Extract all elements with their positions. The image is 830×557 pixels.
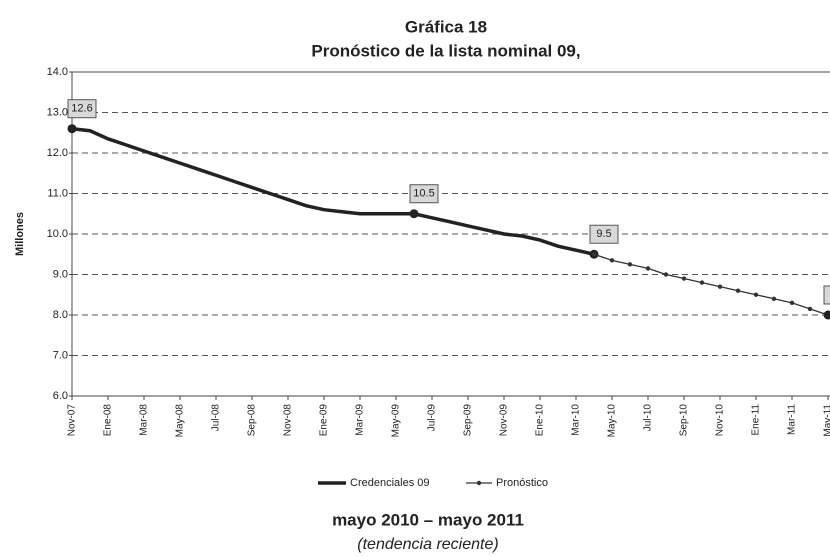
- point-highlight: [67, 124, 77, 134]
- x-tick-label: Nov-08: [283, 404, 294, 437]
- legend-label: Credenciales 09: [350, 477, 430, 489]
- y-axis-label: Millones: [14, 212, 26, 256]
- x-tick-label: Sep-09: [463, 404, 474, 437]
- x-tick-label: Ene-10: [535, 404, 546, 437]
- legend-swatch-marker: [476, 480, 482, 486]
- x-tick-label: Nov-10: [715, 404, 726, 437]
- point-marker: [771, 296, 777, 301]
- legend-label: Pronóstico: [496, 477, 548, 489]
- label-box: [67, 99, 97, 119]
- y-tick-label: 6.0: [53, 390, 68, 402]
- x-tick-label: Jul-10: [643, 404, 654, 432]
- series-line: [71, 126, 595, 256]
- x-tick-label: May-10: [607, 404, 618, 438]
- x-tick-label: Ene-09: [319, 404, 330, 437]
- footer-subtitle: (tendencia reciente): [357, 536, 498, 553]
- label-box: [589, 224, 619, 244]
- y-tick-label: 14.0: [47, 66, 68, 78]
- y-tick-label: 8.0: [53, 309, 68, 321]
- x-tick-label: Jul-08: [211, 404, 222, 432]
- footer-title: mayo 2010 – mayo 2011: [332, 510, 524, 529]
- point-marker: [627, 262, 633, 267]
- x-tick-label: May-11: [823, 404, 830, 437]
- label-box: [823, 285, 830, 305]
- x-tick-label: Mar-10: [571, 404, 582, 436]
- x-tick-label: Nov-09: [499, 404, 510, 437]
- point-marker: [645, 266, 651, 271]
- point-highlight: [409, 209, 419, 219]
- point-marker: [753, 292, 759, 297]
- x-tick-label: Ene-08: [103, 404, 114, 437]
- chart-subtitle: Pronóstico de la lista nominal 09,: [311, 41, 580, 60]
- point-marker: [681, 276, 687, 281]
- x-tick-label: May-09: [391, 404, 402, 438]
- y-tick-label: 12.0: [47, 147, 68, 159]
- x-tick-label: May-08: [175, 404, 186, 438]
- label-box: [409, 184, 439, 204]
- y-tick-label: 11.0: [47, 187, 68, 199]
- point-marker: [717, 284, 723, 289]
- point-marker: [699, 280, 705, 285]
- data-label: 10.5: [413, 188, 434, 200]
- point-marker: [735, 288, 741, 293]
- chart-title: Gráfica 18: [405, 17, 487, 36]
- point-marker: [609, 258, 615, 263]
- x-tick-label: Jul-09: [427, 404, 438, 432]
- x-tick-label: Mar-08: [139, 404, 150, 436]
- y-tick-label: 9.0: [53, 268, 68, 280]
- x-tick-label: Sep-10: [679, 404, 690, 437]
- y-tick-label: 13.0: [47, 106, 68, 118]
- data-label: 9.5: [596, 228, 611, 240]
- series-line: [593, 253, 829, 316]
- point-marker: [663, 272, 669, 277]
- x-tick-label: Mar-09: [355, 404, 366, 436]
- y-tick-label: 7.0: [53, 349, 68, 361]
- x-tick-label: Nov-07: [67, 404, 78, 437]
- data-label: 12.6: [71, 103, 92, 115]
- point-highlight: [823, 310, 830, 320]
- point-marker: [591, 252, 597, 257]
- y-tick-label: 10.0: [47, 228, 68, 240]
- x-tick-label: Sep-08: [247, 404, 258, 437]
- point-marker: [789, 300, 795, 306]
- point-marker: [807, 306, 813, 312]
- x-tick-label: Mar-11: [787, 404, 798, 435]
- x-tick-label: Ene-11: [751, 404, 762, 436]
